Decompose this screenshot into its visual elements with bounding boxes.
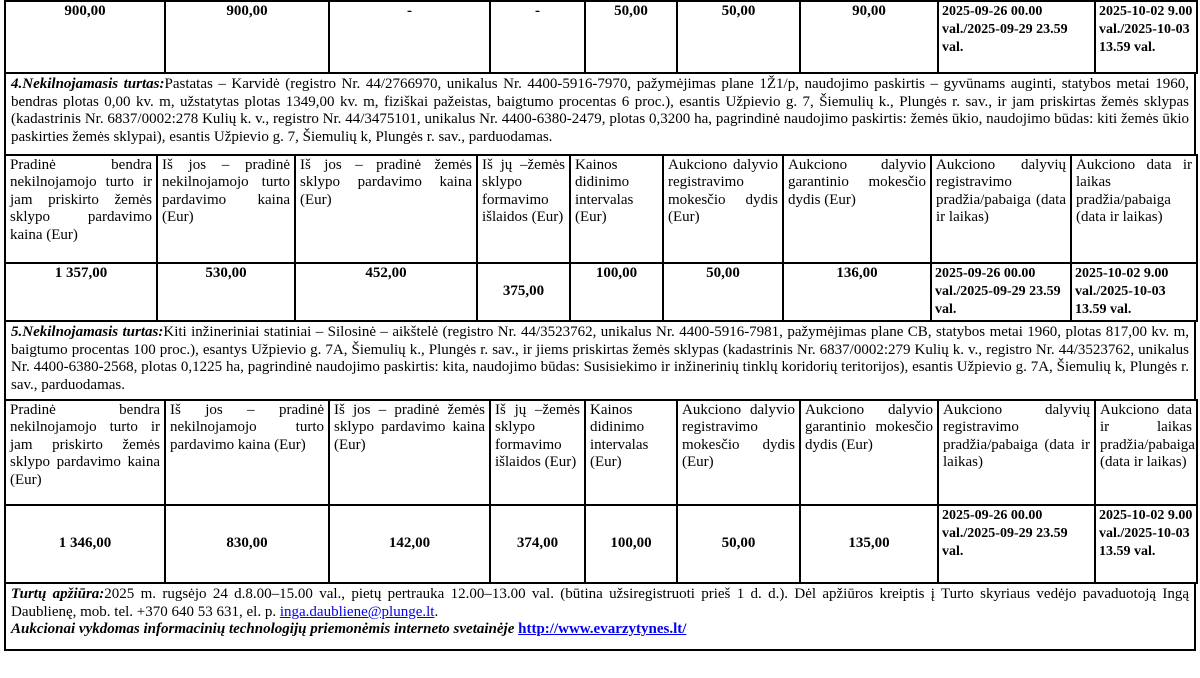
building-price-cell: 900,00 (164, 0, 330, 74)
auction-platform-link[interactable]: http://www.evarzytynes.lt/ (518, 621, 687, 638)
header-guarantee-fee: Aukciono dalyvio garantinio mokesčio dyd… (799, 399, 939, 506)
item5-table: Pradinė bendra nekilnojamojo turto ir ja… (4, 399, 1198, 584)
price-increment-cell: 50,00 (584, 0, 678, 74)
registration-period-cell: 2025-09-26 00.00 val./2025-09-29 23.59 v… (937, 0, 1096, 74)
auction-time-cell: 2025-10-02 9.00 val./2025-10-03 13.59 va… (1094, 0, 1198, 74)
inspection-label: Turtų apžiūra: (11, 586, 105, 602)
auction-time-cell: 2025-10-02 9.00 val./2025-10-03 13.59 va… (1070, 262, 1198, 322)
item4-text: Pastatas – Karvidė (registro Nr. 44/2766… (11, 76, 1189, 145)
header-auction-datetime: Aukciono data ir laikas pradžia/pabaiga … (1070, 154, 1198, 264)
registration-period-cell: 2025-09-26 00.00 val./2025-09-29 23.59 v… (937, 504, 1096, 584)
inspection-text: 2025 m. rugsėjo 24 d.8.00–15.00 val., pi… (11, 586, 1189, 620)
header-price-increment: Kainos didinimo intervalas (Eur) (569, 154, 664, 264)
item5-paragraph: 5.Nekilnojamasis turtas:Kiti inžinerinia… (4, 320, 1196, 401)
item4-paragraph: 4.Nekilnojamasis turtas:Pastatas – Karvi… (4, 72, 1196, 156)
inspection-paragraph: Turtų apžiūra:2025 m. rugsėjo 24 d.8.00–… (11, 586, 1189, 621)
table-header-row: Pradinė bendra nekilnojamojo turto ir ja… (4, 154, 1198, 264)
price-increment-cell: 100,00 (569, 262, 664, 322)
table-header-row: Pradinė bendra nekilnojamojo turto ir ja… (4, 399, 1198, 506)
header-total-price: Pradinė bendra nekilnojamojo turto ir ja… (4, 154, 158, 264)
header-building-price: Iš jos – pradinė nekilnojamojo turto par… (164, 399, 330, 506)
table-row: 1 346,00 830,00 142,00 374,00 100,00 50,… (4, 504, 1198, 584)
header-total-price: Pradinė bendra nekilnojamojo turto ir ja… (4, 399, 166, 506)
registration-fee-cell: 50,00 (662, 262, 784, 322)
header-building-price: Iš jos – pradinė nekilnojamojo turto par… (156, 154, 296, 264)
item5-text: Kiti inžineriniai statiniai – Silosinė –… (11, 324, 1189, 393)
header-guarantee-fee: Aukciono dalyvio garantinio mokesčio dyd… (782, 154, 932, 264)
item4-table: Pradinė bendra nekilnojamojo turto ir ja… (4, 154, 1198, 322)
total-price-cell: 1 346,00 (4, 504, 166, 584)
price-increment-cell: 100,00 (584, 504, 678, 584)
land-formation-cost-cell: - (489, 0, 586, 74)
guarantee-fee-cell: 135,00 (799, 504, 939, 584)
header-registration-period: Aukciono dalyvių registravimo pradžia/pa… (937, 399, 1096, 506)
land-formation-cost-cell: 375,00 (476, 262, 571, 322)
land-price-cell: - (328, 0, 491, 74)
guarantee-fee-cell: 90,00 (799, 0, 939, 74)
total-price-cell: 900,00 (4, 0, 166, 74)
total-price-cell: 1 357,00 (4, 262, 158, 322)
item4-label: 4.Nekilnojamasis turtas: (11, 76, 165, 92)
land-price-cell: 452,00 (294, 262, 478, 322)
header-auction-datetime: Aukciono data ir laikas pradžia/pabaiga … (1094, 399, 1198, 506)
header-land-formation-costs: Iš jų –žemės sklypo formavimo išlaidos (… (489, 399, 586, 506)
header-registration-fee: Aukciono dalyvio registravimo mokesčio d… (676, 399, 801, 506)
table-row: 1 357,00 530,00 452,00 375,00 100,00 50,… (4, 262, 1198, 322)
registration-period-cell: 2025-09-26 00.00 val./2025-09-29 23.59 v… (930, 262, 1072, 322)
guarantee-fee-cell: 136,00 (782, 262, 932, 322)
auction-platform-paragraph: Aukcionai vykdomas informacinių technolo… (11, 621, 1189, 639)
footer-section: Turtų apžiūra:2025 m. rugsėjo 24 d.8.00–… (4, 582, 1196, 651)
item5-label: 5.Nekilnojamasis turtas: (11, 324, 164, 340)
item3-continuation-table: 900,00 900,00 - - 50,00 50,00 90,00 2025… (4, 0, 1198, 74)
registration-fee-cell: 50,00 (676, 0, 801, 74)
land-formation-cost-cell: 374,00 (489, 504, 586, 584)
header-land-price: Iš jos – pradinė žemės sklypo pardavimo … (294, 154, 478, 264)
building-price-cell: 530,00 (156, 262, 296, 322)
inspection-text-period: . (434, 603, 439, 620)
table-row: 900,00 900,00 - - 50,00 50,00 90,00 2025… (4, 0, 1198, 74)
land-price-cell: 142,00 (328, 504, 491, 584)
auction-document: 900,00 900,00 - - 50,00 50,00 90,00 2025… (4, 0, 1198, 651)
header-price-increment: Kainos didinimo intervalas (Eur) (584, 399, 678, 506)
header-land-formation-costs: Iš jų –žemės sklypo formavimo išlaidos (… (476, 154, 571, 264)
auction-platform-text: Aukcionai vykdomas informacinių technolo… (11, 621, 519, 638)
header-land-price: Iš jos – pradinė žemės sklypo pardavimo … (328, 399, 491, 506)
header-registration-fee: Aukciono dalyvio registravimo mokesčio d… (662, 154, 784, 264)
auction-time-cell: 2025-10-02 9.00 val./2025-10-03 13.59 va… (1094, 504, 1198, 584)
building-price-cell: 830,00 (164, 504, 330, 584)
email-link[interactable]: inga.daubliene@plunge.lt (279, 603, 435, 620)
registration-fee-cell: 50,00 (676, 504, 801, 584)
header-registration-period: Aukciono dalyvių registravimo pradžia/pa… (930, 154, 1072, 264)
